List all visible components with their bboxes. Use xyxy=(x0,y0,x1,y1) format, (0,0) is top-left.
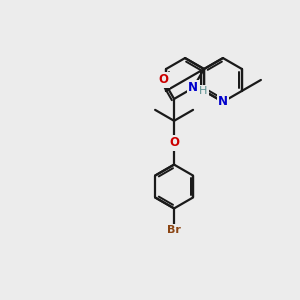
Text: O: O xyxy=(169,136,179,149)
Text: Br: Br xyxy=(167,225,181,235)
Text: N: N xyxy=(218,95,228,108)
Text: H: H xyxy=(200,86,208,96)
Text: O: O xyxy=(158,74,168,86)
Text: N: N xyxy=(188,82,198,94)
